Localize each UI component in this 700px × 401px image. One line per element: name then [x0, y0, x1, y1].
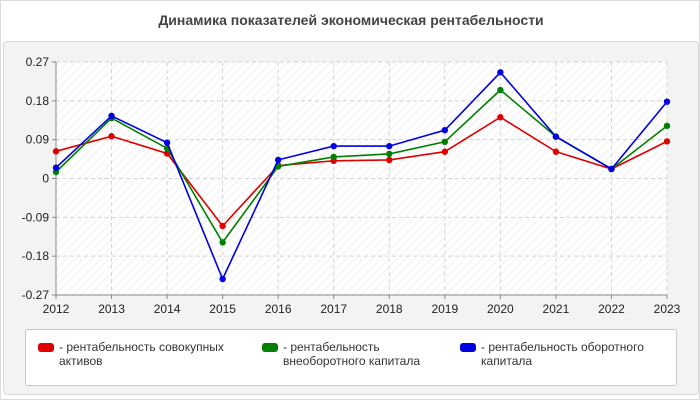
legend-item-total-assets[interactable]: - рентабельность совокупных активов	[38, 340, 248, 368]
legend: - рентабельность совокупных активов - ре…	[25, 329, 677, 386]
series-total-assets-point	[108, 133, 115, 140]
series-current-capital-point	[497, 69, 504, 76]
legend-label: - рентабельность внеоборотного капитала	[283, 340, 420, 368]
series-total-assets-point	[52, 148, 60, 155]
x-tick-label: 2021	[543, 302, 570, 316]
x-tick-label: 2018	[376, 302, 403, 316]
y-tick-label: -0.18	[22, 249, 50, 263]
legend-label: - рентабельность оборотного капитала	[481, 340, 644, 368]
x-tick-label: 2023	[654, 302, 681, 316]
x-tick-label: 2020	[487, 302, 514, 316]
legend-swatch-blue	[460, 343, 476, 352]
series-current-capital-point	[441, 126, 449, 134]
series-total-assets-point	[663, 138, 671, 145]
x-tick-label: 2016	[265, 302, 292, 316]
series-current-capital-point	[274, 156, 282, 164]
series-total-assets-point	[441, 148, 449, 155]
series-noncurrent-capital-point	[386, 150, 393, 158]
chart-title: Динамика показателей экономическая рента…	[158, 12, 544, 28]
series-total-assets-line	[55, 116, 668, 228]
series-total-assets-point	[497, 114, 504, 121]
legend-item-current-capital[interactable]: - рентабельность оборотного капитала	[460, 340, 670, 368]
series-current-capital-point	[608, 165, 615, 173]
series-noncurrent-capital-point	[497, 86, 504, 94]
series-current-capital-line	[55, 71, 668, 281]
series-noncurrent-capital-point	[663, 122, 671, 130]
legend-swatch-red	[38, 343, 54, 352]
y-tick-label: 0.27	[26, 55, 50, 69]
x-tick-label: 2022	[598, 302, 625, 316]
y-tick-label: -0.09	[22, 210, 50, 224]
x-tick-label: 2012	[43, 302, 70, 316]
legend-label: - рентабельность совокупных активов	[59, 340, 224, 368]
x-tick-label: 2019	[431, 302, 458, 316]
x-tick-label: 2014	[154, 302, 181, 316]
y-tick-label: -0.27	[22, 288, 50, 302]
series-current-capital-point	[52, 164, 60, 171]
series-noncurrent-capital-point	[330, 153, 337, 161]
series-noncurrent-capital-point	[219, 239, 226, 246]
series-total-assets-point	[219, 222, 226, 230]
legend-item-noncurrent-capital[interactable]: - рентабельность внеоборотного капитала	[262, 340, 442, 368]
series-noncurrent-capital-point	[441, 138, 449, 146]
series-current-capital-point	[330, 142, 337, 150]
series-current-capital-point	[552, 133, 560, 140]
y-tick-label: 0.09	[26, 133, 50, 147]
series-total-assets-point	[552, 148, 560, 155]
x-tick-label: 2017	[320, 302, 347, 316]
x-tick-label: 2015	[209, 302, 236, 316]
x-tick-label: 2013	[98, 302, 125, 316]
series-current-capital-point	[163, 139, 171, 146]
y-tick-label: 0	[42, 172, 49, 186]
y-tick-label: 0.18	[26, 94, 50, 108]
series-current-capital-point	[386, 142, 393, 150]
series-current-capital-point	[108, 112, 115, 120]
legend-swatch-green	[262, 343, 278, 352]
series-total-assets-point	[386, 156, 393, 164]
series-current-capital-point	[219, 275, 226, 283]
series-current-capital-point	[663, 98, 671, 105]
